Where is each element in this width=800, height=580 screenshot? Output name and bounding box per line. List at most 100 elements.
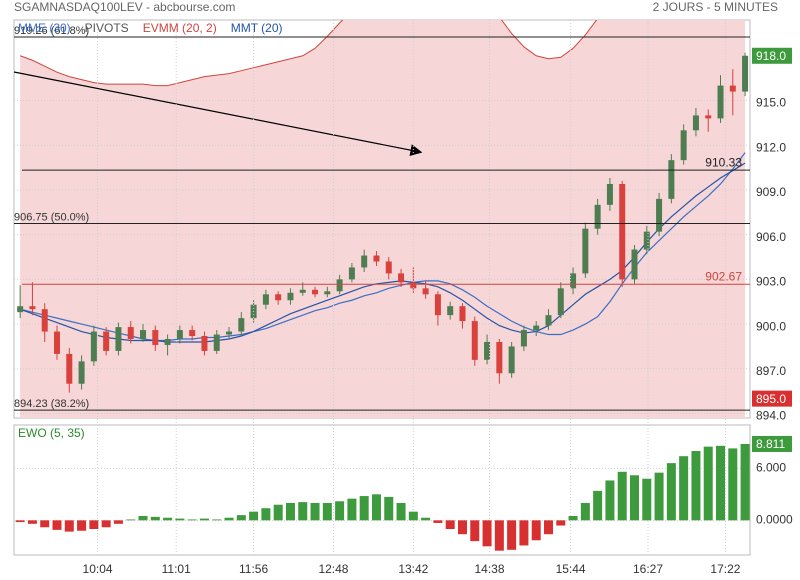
candle-body: [361, 255, 368, 268]
ewo-bar: [482, 520, 492, 547]
candle-body: [275, 294, 282, 301]
candle-body: [189, 330, 196, 337]
pivot-label: 902.67: [705, 269, 742, 283]
ewo-bar: [740, 443, 750, 521]
y-tick-label: 900.0: [756, 319, 786, 333]
ewo-bar: [494, 520, 504, 551]
ewo-bar: [322, 503, 332, 521]
ewo-bar: [556, 520, 566, 526]
pivot-label: 910.33: [705, 155, 742, 169]
candle-body: [705, 115, 712, 119]
candle-body: [385, 261, 392, 274]
ewo-bar: [519, 520, 529, 546]
x-tick-label: 12:48: [318, 562, 348, 576]
ewo-bar: [89, 520, 99, 529]
x-tick-label: 17:22: [710, 562, 740, 576]
ewo-bar: [421, 517, 431, 521]
candle-body: [299, 289, 306, 293]
ewo-bar: [249, 511, 259, 521]
ewo-bar: [138, 516, 148, 521]
ewo-bar: [126, 519, 136, 521]
x-tick-label: 11:01: [162, 562, 191, 576]
candle-body: [533, 325, 540, 331]
ewo-panel: [13, 424, 751, 556]
ewo-bar: [679, 456, 689, 521]
ewo-bar: [101, 520, 111, 528]
legend-entry: MMT (20): [231, 21, 283, 35]
ewo-bar: [224, 517, 234, 521]
ewo-bar: [716, 445, 726, 521]
candle-body: [631, 249, 638, 280]
candle-body: [238, 318, 245, 332]
candle-body: [127, 327, 134, 339]
y-tick-label: 0.0000: [756, 513, 793, 527]
candle-body: [643, 231, 650, 250]
candle-body: [434, 294, 441, 316]
ewo-bar: [285, 503, 295, 521]
trend-arrow: [13, 71, 423, 157]
ewo-bar: [691, 451, 701, 521]
candle-body: [471, 321, 478, 360]
x-tick-label: 11:56: [239, 562, 268, 576]
ewo-bar: [298, 502, 308, 521]
ewo-bar: [666, 463, 676, 521]
ewo-bar: [630, 475, 640, 521]
x-tick-label: 10:04: [83, 562, 113, 576]
candle-body: [373, 255, 380, 262]
band-line: [19, 20, 598, 87]
candle-body: [152, 330, 159, 345]
candle-body: [410, 282, 417, 289]
candle-body: [570, 273, 577, 289]
ewo-bar: [531, 520, 541, 541]
y-tick-label: 906.0: [756, 230, 786, 244]
candle-body: [213, 334, 220, 351]
candle-body: [348, 267, 355, 280]
candle-body: [742, 55, 749, 92]
y-tick-label: 909.0: [756, 185, 786, 199]
y-tick-label: 6.000: [756, 461, 786, 475]
legend-entry: EVMM (20, 2): [143, 21, 217, 35]
ewo-bar: [27, 520, 37, 524]
candle-body: [78, 361, 85, 384]
ewo-bar: [15, 520, 25, 523]
ewo-bar: [593, 490, 603, 521]
candle-body: [545, 315, 552, 326]
ewo-bar: [371, 494, 381, 521]
candle-body: [447, 306, 454, 316]
legend-entry: MME (30): [18, 21, 71, 35]
ewo-bar: [359, 496, 369, 521]
ewo-bar: [396, 503, 406, 521]
ewo-bar: [433, 520, 443, 523]
candle-body: [459, 306, 466, 322]
ewo-bar: [580, 503, 590, 521]
ewo-bar: [457, 520, 467, 535]
candle-body: [176, 330, 183, 339]
candle-body: [90, 331, 97, 362]
candle-body: [668, 160, 675, 199]
candle-body: [717, 85, 724, 119]
candle-body: [201, 336, 208, 351]
candle-body: [508, 346, 515, 374]
candle-body: [398, 273, 405, 283]
candle-body: [606, 183, 613, 205]
ewo-bar: [617, 471, 627, 521]
ewo-bar: [310, 503, 320, 521]
candle-body: [656, 198, 663, 232]
value-box: [752, 435, 792, 452]
candle-body: [582, 228, 589, 274]
ewo-bar: [163, 517, 173, 521]
price-box-label: 918.0: [756, 49, 786, 63]
ewo-bar: [408, 511, 418, 521]
candle-body: [262, 294, 269, 305]
ewo-bar: [273, 504, 283, 521]
candle-body: [54, 331, 61, 354]
y-tick-label: 912.0: [756, 140, 786, 154]
candle-body: [680, 130, 687, 161]
candle-body: [594, 204, 601, 229]
candle-body: [619, 183, 626, 280]
period: 2 JOURS - 5 MINUTES: [653, 0, 778, 14]
y-tick-label: 915.0: [756, 96, 786, 110]
page-title: SGAMNASDAQ100LEV - abcbourse.com: [14, 0, 235, 14]
y-tick-label: 897.0: [756, 364, 786, 378]
